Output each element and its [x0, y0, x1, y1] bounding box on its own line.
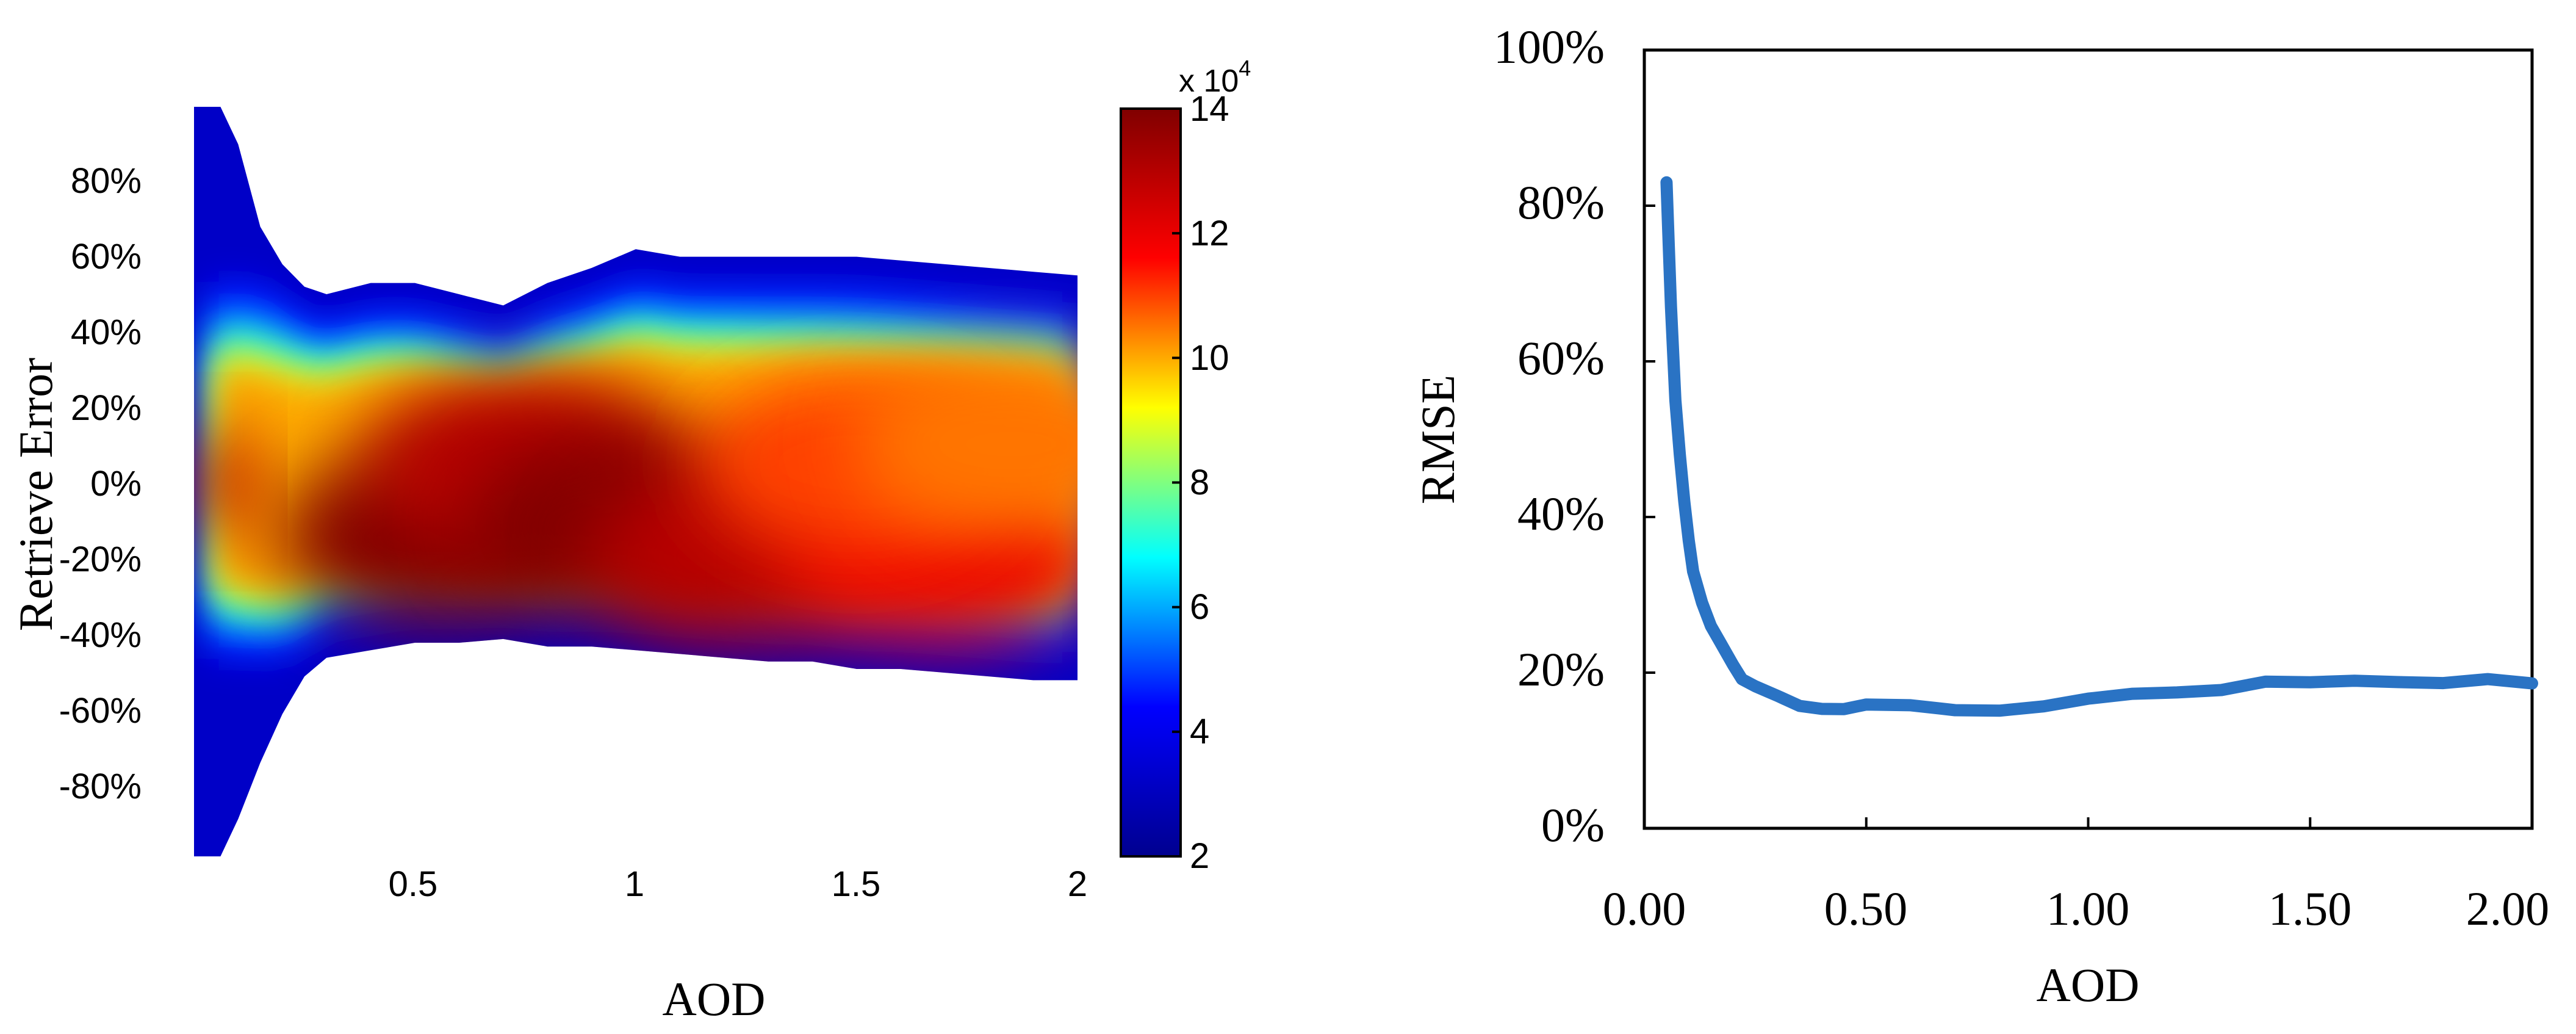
rmse-y-tick-label: 40% [1517, 487, 1605, 540]
colorbar-tick-label: 4 [1190, 712, 1209, 751]
rmse-y-tick-label: 100% [1494, 20, 1605, 73]
rmse-y-tick-label: 80% [1517, 176, 1605, 229]
rmse-y-tick-label: 20% [1517, 643, 1605, 696]
rmse-y-tick-label: 0% [1541, 798, 1605, 851]
heatmap-y-tick-label: 0% [90, 464, 142, 504]
colorbar-tick-label: 6 [1190, 587, 1209, 627]
colorbar: 14 12 10 8 6 4 2 x 104 [1120, 56, 1251, 876]
heatmap-x-axis: 0.5 1 1.5 2 [389, 864, 1087, 904]
density-field [194, 277, 1078, 661]
heatmap-y-tick-label: -40% [59, 615, 142, 655]
heatmap-chart: 80% 60% 40% 20% 0% -20% -40% -60% -80% 0… [9, 56, 1251, 1025]
rmse-x-tick-label: 0.00 [1603, 882, 1686, 935]
colorbar-multiplier: x 104 [1179, 56, 1251, 99]
heatmap-y-tick-label: 80% [71, 161, 142, 201]
heatmap-y-tick-label: 20% [71, 388, 142, 428]
colorbar-tick-label: 12 [1190, 214, 1229, 253]
heatmap-y-tick-label: 40% [71, 313, 142, 352]
rmse-x-axis-title: AOD [2037, 958, 2140, 1011]
heatmap-plot-area [194, 107, 1078, 856]
colorbar-ticks [1172, 107, 1181, 858]
heatmap-x-axis-title: AOD [663, 972, 766, 1025]
rmse-x-axis: 0.00 0.50 1.00 1.50 2.00 [1603, 882, 2550, 935]
heatmap-y-tick-label: -60% [59, 691, 142, 731]
rmse-y-tick-label: 60% [1517, 331, 1605, 385]
heatmap-y-tick-label: -80% [59, 767, 142, 806]
heatmap-x-tick-label: 1.5 [832, 864, 881, 904]
colorbar-tick-label: 14 [1190, 89, 1229, 129]
density-hotspot [852, 352, 1078, 536]
heatmap-x-tick-label: 1 [625, 864, 644, 904]
colorbar-tick-label: 2 [1190, 836, 1209, 876]
colorbar-tick-label: 8 [1190, 463, 1209, 502]
rmse-y-axis-title: RMSE [1411, 375, 1464, 504]
heatmap-x-tick-label: 2 [1068, 864, 1087, 904]
rmse-y-axis: 100% 80% 60% 40% 20% 0% [1494, 20, 1605, 851]
colorbar-gradient [1120, 107, 1182, 858]
rmse-axis-ticks [1643, 49, 2533, 830]
rmse-plot-frame [1642, 48, 2534, 830]
heatmap-y-axis-title: Retrieve Error [9, 358, 62, 631]
heatmap-y-tick-label: -20% [59, 540, 142, 579]
colorbar-multiplier-exponent: 4 [1239, 56, 1251, 81]
rmse-x-tick-label: 1.50 [2268, 882, 2352, 935]
heatmap-y-tick-label: 60% [71, 237, 142, 277]
colorbar-tick-label: 10 [1190, 338, 1229, 378]
rmse-line-chart: 100% 80% 60% 40% 20% 0% 0.00 0.50 1.00 1… [1411, 20, 2549, 1011]
rmse-x-tick-label: 2.00 [2466, 882, 2550, 935]
rmse-series-line [1660, 176, 2538, 717]
heatmap-y-axis: 80% 60% 40% 20% 0% -20% -40% -60% -80% [59, 161, 142, 806]
rmse-x-tick-label: 1.00 [2046, 882, 2130, 935]
rmse-x-tick-label: 0.50 [1824, 882, 1908, 935]
density-hotspot [194, 427, 254, 537]
colorbar-multiplier-base: x 10 [1179, 63, 1239, 99]
heatmap-x-tick-label: 0.5 [389, 864, 438, 904]
